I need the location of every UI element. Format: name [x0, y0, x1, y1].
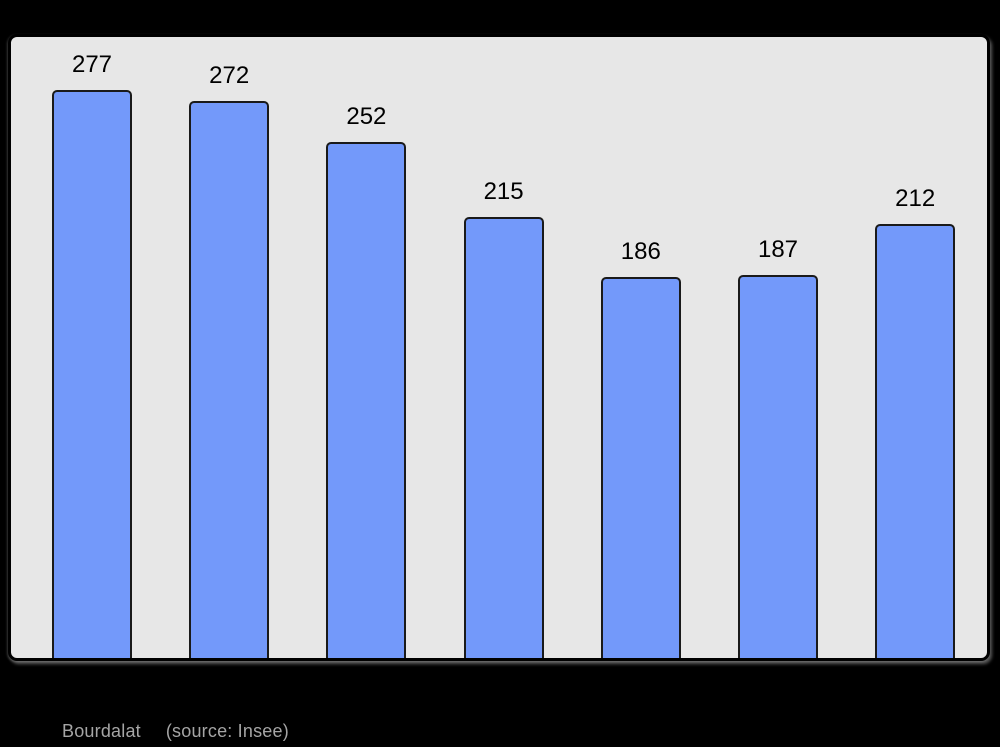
bar-group: 277: [52, 53, 132, 658]
bar: [738, 275, 818, 658]
bar: [189, 101, 270, 658]
caption-source: (source: Insee): [165, 721, 289, 741]
bar-value-label: 277: [71, 51, 113, 78]
bar-value-label: 187: [757, 236, 799, 263]
chart-panel: 277 272 252 215 186 187 212: [8, 34, 990, 661]
bar-group: 252: [326, 103, 407, 658]
caption-title: Bourdalat: [62, 721, 141, 741]
bar-value-label: 252: [346, 103, 387, 130]
bar: [875, 224, 956, 658]
bar-group: 187: [738, 238, 818, 658]
bar-value-label: 215: [483, 178, 524, 205]
bars-container: 277 272 252 215 186 187 212: [11, 37, 987, 658]
bar-group: 212: [875, 185, 956, 658]
caption: Bourdalat (source: Insee): [62, 721, 289, 742]
bar-value-label: 212: [895, 185, 936, 212]
bar-value-label: 186: [620, 238, 661, 265]
bar-value-label: 272: [209, 62, 250, 89]
bar: [600, 277, 681, 658]
bar-group: 272: [189, 62, 270, 658]
bar: [326, 142, 407, 658]
bar: [463, 217, 544, 658]
bar-group: 186: [600, 238, 681, 658]
bar-group: 215: [463, 178, 544, 658]
bar: [52, 90, 132, 658]
